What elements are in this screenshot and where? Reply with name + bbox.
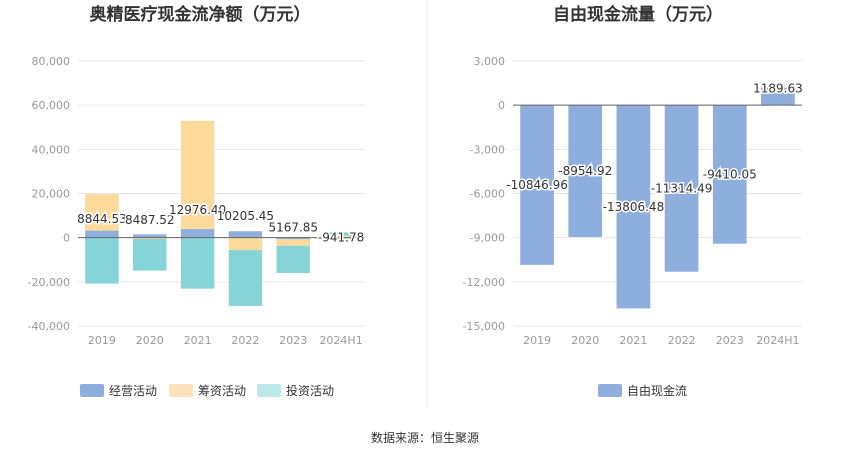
bar [616,105,651,309]
x-tick-label: 2021 [619,334,647,347]
y-tick-label: -20,000 [28,276,70,289]
y-tick-label: 20,000 [32,188,71,201]
data-label: 10205.45 [217,209,274,223]
bar [85,237,119,284]
data-label: -8954.92 [558,164,612,178]
data-label: -11314.49 [651,181,713,195]
bar [276,237,310,240]
data-label: 8844.53 [77,212,127,226]
legend-label: 经营活动 [109,384,157,398]
x-tick-label: 2024H1 [319,334,362,347]
y-tick-label: -3,000 [470,143,505,156]
x-tick-label: 2020 [571,334,599,347]
bar [133,237,167,239]
bar [276,245,310,273]
x-tick-label: 2022 [231,334,259,347]
data-label: 12976.40 [169,203,226,217]
y-tick-label: -12,000 [463,276,505,289]
y-tick-label: 0 [63,232,70,245]
bar [85,230,119,238]
y-tick-label: -9,000 [470,232,505,245]
bar [664,105,699,272]
chart-title: 奥精医疗现金流净额（万元） [90,4,311,25]
y-tick-label: 0 [498,99,505,112]
bar [228,237,263,251]
x-tick-label: 2023 [716,334,744,347]
legend-swatch [598,384,622,397]
cash-flow-net-chart: 奥精医疗现金流净额（万元） -40,000 -20,000 0 20,000 40,000… [28,4,366,398]
y-tick-label: -40,000 [28,320,70,333]
bar [276,239,310,246]
y-tick-label: 60,000 [32,99,71,112]
bar [180,237,215,289]
data-label: -941.78 [318,231,364,245]
bar [324,235,358,238]
bar [712,105,747,244]
data-label: 1189.63 [753,82,803,96]
data-label: -9410.05 [703,167,757,181]
legend-label: 自由现金流 [627,383,687,398]
bar [568,105,603,238]
x-tick-label: 2023 [279,334,307,347]
bar [761,87,795,106]
y-tick-label: 80,000 [32,55,71,68]
bar [85,194,119,231]
free-cash-flow-chart: 自由现金流量（万元） -15,000 -12,000 -9,000 -6,000 -3,0… [463,4,805,398]
legend-label: 筹资活动 [198,384,246,398]
data-label: -10846.96 [506,178,568,192]
bar [228,231,263,238]
y-tick-label: -15,000 [463,320,505,333]
y-tick-label: 3,000 [474,55,506,68]
bar [180,120,215,230]
y-tick-label: 40,000 [32,143,71,156]
data-label: -13806.48 [603,200,665,214]
legend-swatch [80,384,104,397]
legend-label: 投资活动 [286,383,334,398]
legend-swatch [169,384,193,397]
bar [520,105,554,265]
y-tick-label: -6,000 [470,188,505,201]
x-tick-label: 2024H1 [756,334,799,347]
x-tick-label: 2022 [668,334,696,347]
x-tick-label: 2020 [136,334,164,347]
bar [133,234,167,238]
bar [228,250,263,306]
x-tick-label: 2019 [88,334,116,347]
x-tick-label: 2021 [184,334,212,347]
data-label: 5167.85 [268,220,318,234]
chart-title: 自由现金流量（万元） [553,4,723,25]
bar [133,238,167,271]
data-source: 数据来源：恒生聚源 [371,430,479,445]
data-label: 8487.52 [125,213,175,227]
legend-swatch [257,384,281,397]
bar [324,232,358,236]
bar [180,229,215,238]
x-tick-label: 2019 [523,334,551,347]
